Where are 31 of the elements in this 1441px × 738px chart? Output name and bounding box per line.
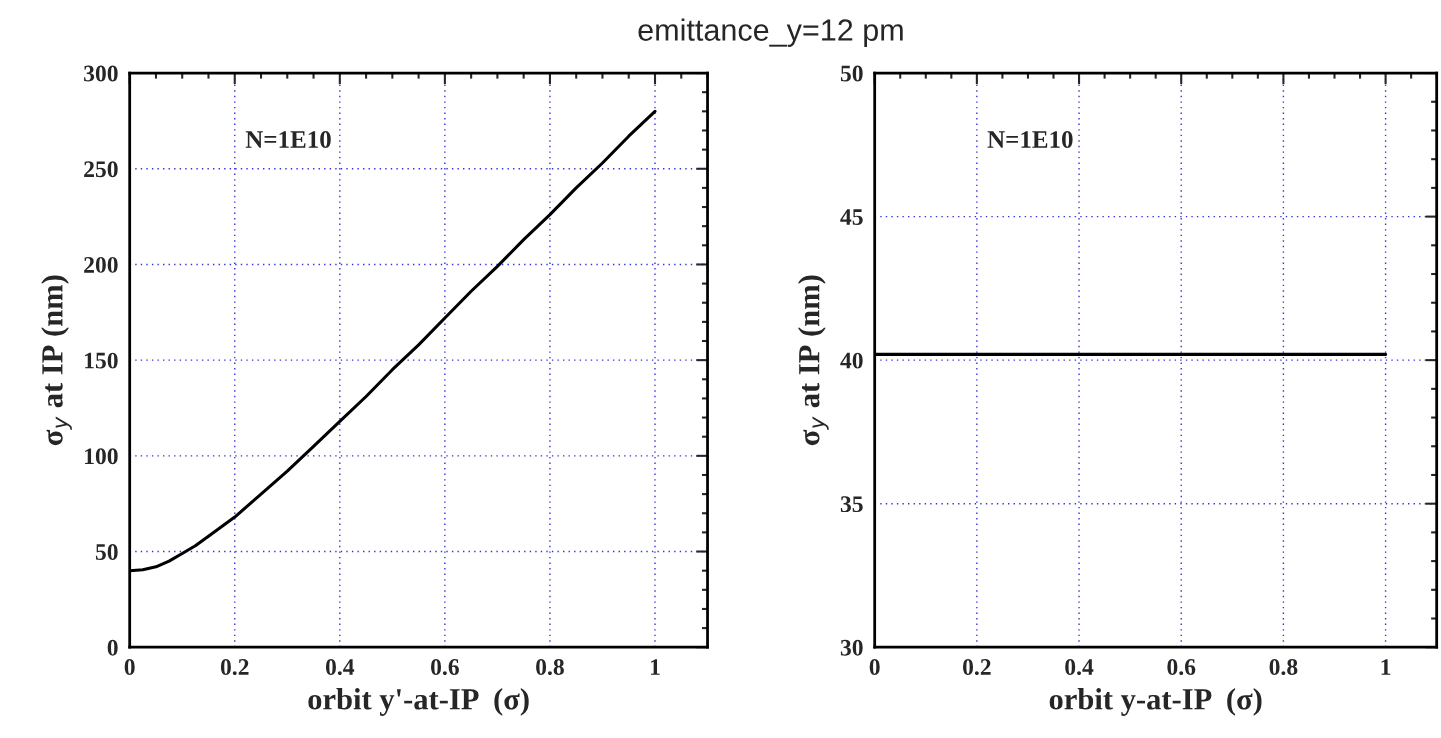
y-tick-label: 300 [84,65,118,82]
x-tick-label: 1 [650,659,660,675]
y-tick-label: 150 [85,352,118,369]
y-tick-label: 50 [95,544,118,560]
y-tick-label: 0 [107,639,118,656]
x-axis-title: orbit y'-at-IP (σ) [308,688,529,716]
annotation: N=1E10 [987,131,1073,148]
x-tick-label: 0.4 [325,659,355,676]
annotation: N=1E10 [245,131,331,148]
y-axis-title: σ$_{y}$ at IP (nm) [41,275,72,446]
x-axis-title: orbit y-at-IP (σ) [1049,688,1262,716]
x-tick-label: 0.2 [220,659,249,676]
x-tick-label: 0.8 [536,659,564,676]
x-tick-label: 0 [124,659,135,675]
x-tick-label: 1 [1381,659,1391,675]
x-tick-label: 0.8 [1269,659,1298,676]
x-tick-label: 0.6 [1167,659,1196,676]
y-tick-label: 250 [84,161,118,178]
x-tick-label: 0.6 [431,659,459,676]
y-tick-label: 35 [840,496,863,513]
y-tick-label: 45 [840,209,863,226]
y-tick-label: 30 [840,639,863,656]
y-tick-label: 50 [840,65,863,82]
x-tick-label: 0 [869,659,880,675]
y-tick-label: 100 [85,448,118,465]
y-tick-label: 200 [84,256,118,273]
x-tick-label: 0.2 [963,659,991,676]
y-tick-label: 40 [840,352,863,369]
text: emittance_y=12 pm [638,18,903,47]
y-axis-title: σ$_{y}$ at IP (nm) [797,275,829,446]
x-tick-label: 0.4 [1065,659,1094,676]
